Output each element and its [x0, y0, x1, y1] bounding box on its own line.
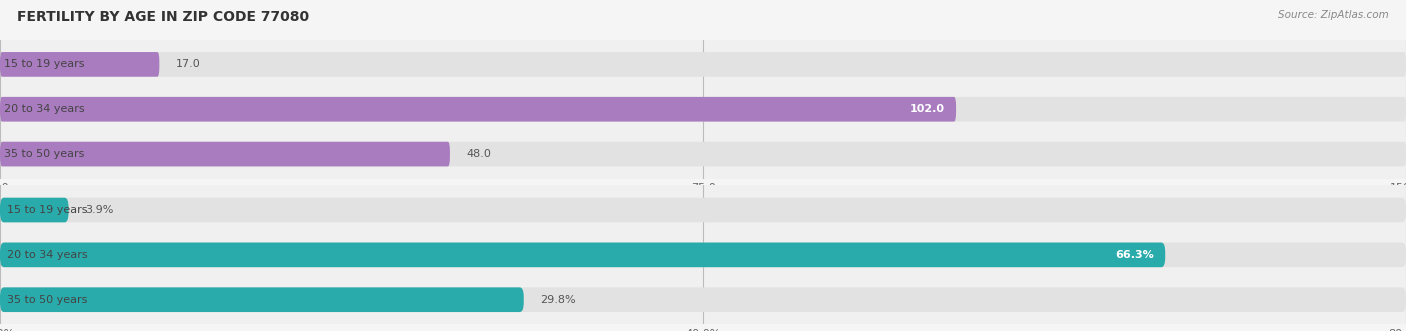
FancyBboxPatch shape	[0, 243, 1166, 267]
Text: 20 to 34 years: 20 to 34 years	[4, 104, 84, 114]
FancyBboxPatch shape	[0, 97, 956, 121]
Text: 15 to 19 years: 15 to 19 years	[4, 59, 84, 70]
Text: 20 to 34 years: 20 to 34 years	[7, 250, 87, 260]
FancyBboxPatch shape	[0, 142, 450, 166]
FancyBboxPatch shape	[0, 287, 1406, 312]
Text: 15 to 19 years: 15 to 19 years	[7, 205, 87, 215]
Text: FERTILITY BY AGE IN ZIP CODE 77080: FERTILITY BY AGE IN ZIP CODE 77080	[17, 10, 309, 24]
Text: 48.0: 48.0	[467, 149, 492, 159]
Text: 3.9%: 3.9%	[86, 205, 114, 215]
FancyBboxPatch shape	[0, 52, 159, 77]
FancyBboxPatch shape	[0, 52, 1406, 77]
Text: 29.8%: 29.8%	[540, 295, 576, 305]
FancyBboxPatch shape	[0, 198, 1406, 222]
Text: 17.0: 17.0	[176, 59, 201, 70]
Text: 102.0: 102.0	[910, 104, 945, 114]
Text: 35 to 50 years: 35 to 50 years	[7, 295, 87, 305]
FancyBboxPatch shape	[0, 142, 1406, 166]
Text: 66.3%: 66.3%	[1115, 250, 1154, 260]
FancyBboxPatch shape	[0, 97, 1406, 121]
Text: 35 to 50 years: 35 to 50 years	[4, 149, 84, 159]
FancyBboxPatch shape	[0, 198, 69, 222]
FancyBboxPatch shape	[0, 243, 1406, 267]
FancyBboxPatch shape	[0, 287, 524, 312]
Text: Source: ZipAtlas.com: Source: ZipAtlas.com	[1278, 10, 1389, 20]
